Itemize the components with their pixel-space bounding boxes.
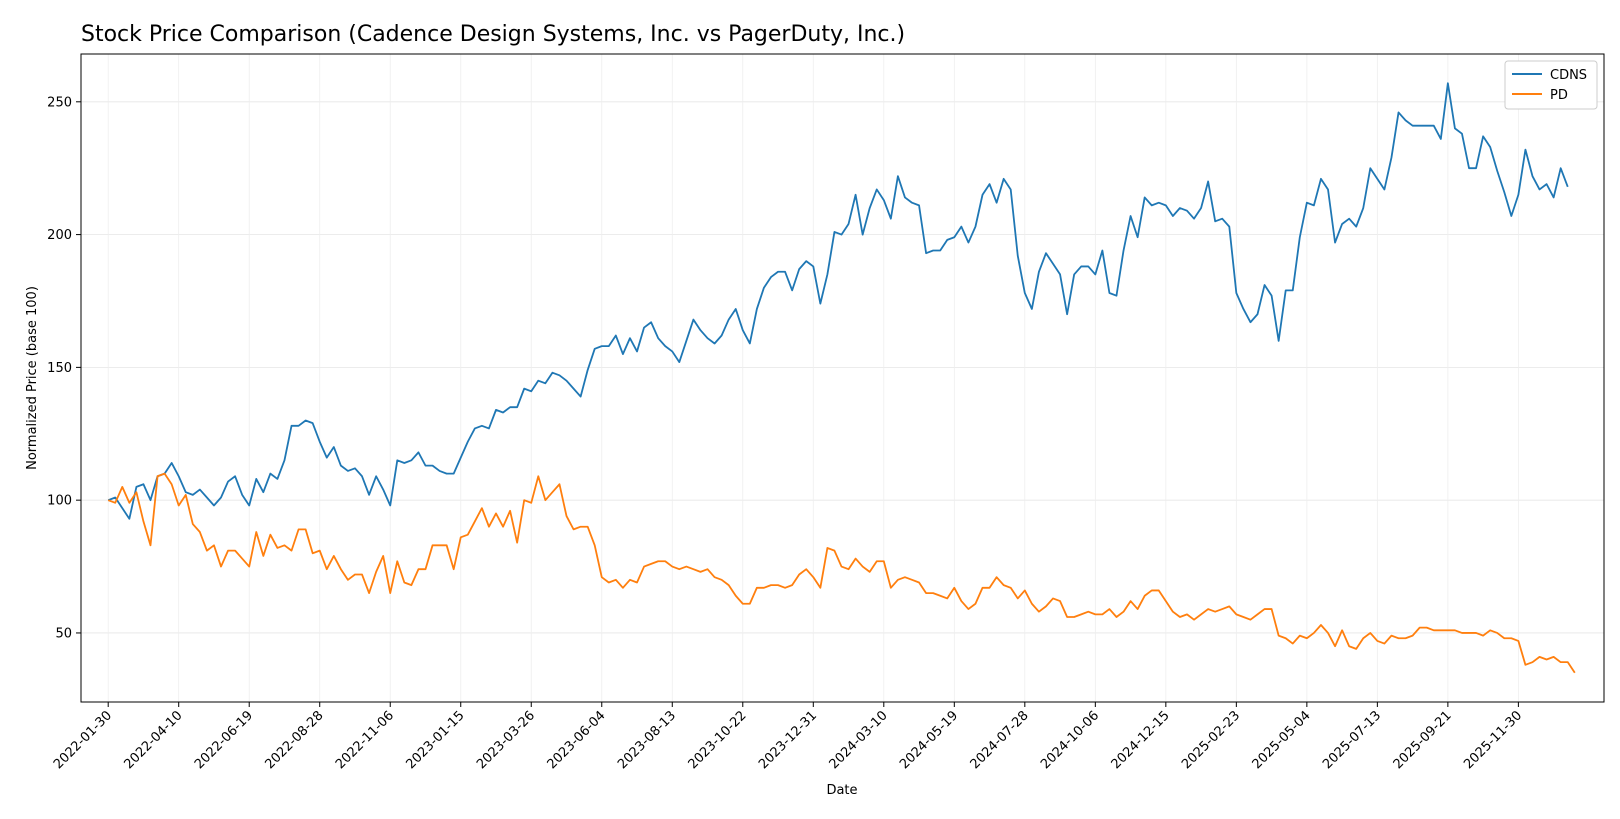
y-tick-label: 100 [47, 494, 72, 509]
series-line-pd [107, 472, 1576, 674]
legend: CDNS PD [1504, 60, 1598, 110]
series-line-cdns [107, 82, 1569, 520]
grid-lines [81, 54, 1604, 702]
legend-label-pd: PD [1550, 88, 1568, 103]
legend-label-cdns: CDNS [1550, 68, 1587, 83]
chart-title: Stock Price Comparison (Cadence Design S… [81, 22, 905, 47]
y-axis-label: Normalized Price (base 100) [25, 286, 40, 470]
y-axis-ticks: 50 100 150 200 250 [47, 95, 81, 641]
series-lines [107, 82, 1576, 674]
y-tick-label: 250 [47, 95, 72, 110]
y-tick-label: 200 [47, 228, 72, 243]
plot-frame [80, 53, 1605, 703]
x-axis-label: Date [826, 783, 857, 798]
y-tick-label: 50 [55, 626, 72, 641]
y-tick-label: 150 [47, 361, 72, 376]
